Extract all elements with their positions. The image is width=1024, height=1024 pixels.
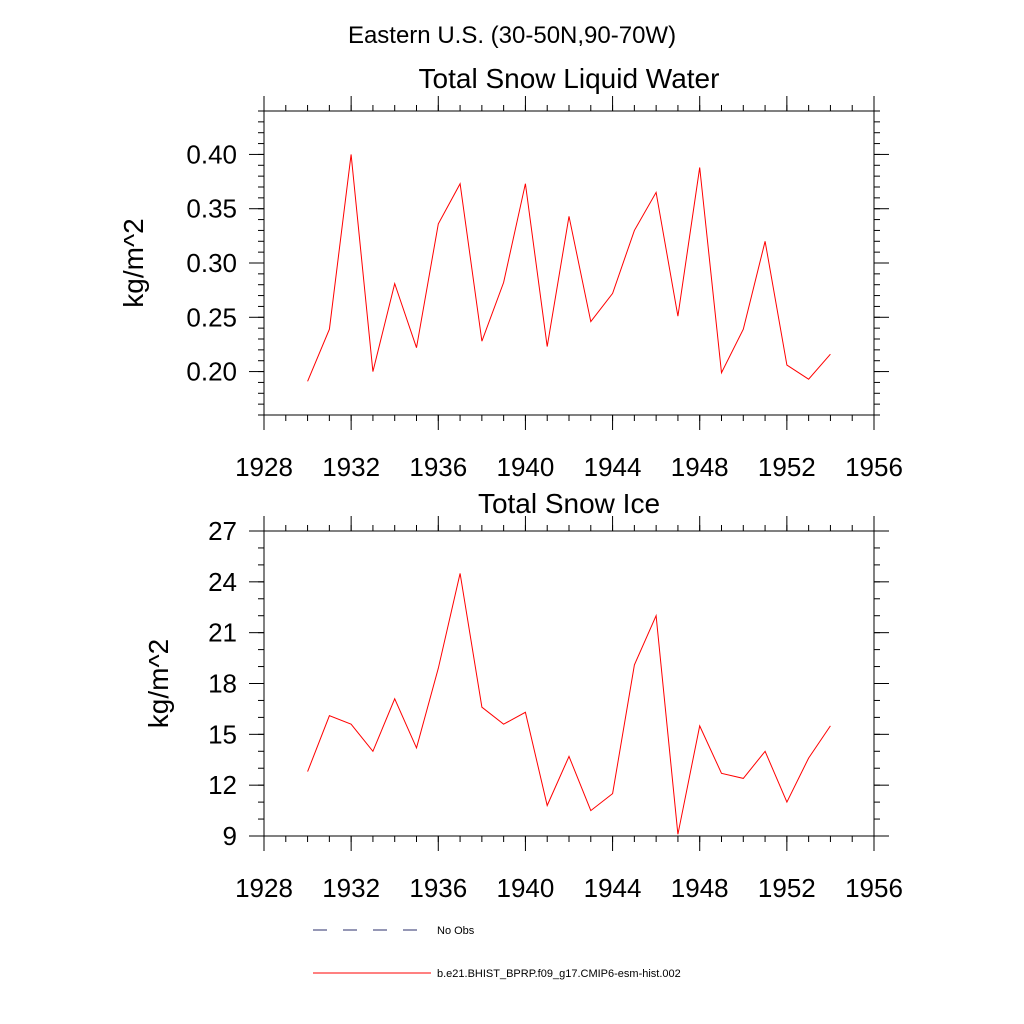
x-tick-label: 1936 <box>409 873 467 903</box>
x-tick-label: 1956 <box>845 452 903 482</box>
x-tick-label: 1932 <box>322 452 380 482</box>
y-tick-label: 12 <box>208 770 237 800</box>
y-tick-label: 15 <box>208 719 237 749</box>
y-axis-label: kg/m^2 <box>118 218 149 307</box>
figure-title: Eastern U.S. (30-50N,90-70W) <box>348 22 676 49</box>
chart-title: Total Snow Ice <box>478 488 660 519</box>
y-tick-label: 27 <box>208 516 237 546</box>
plot-frame <box>263 530 875 837</box>
x-tick-label: 1952 <box>758 873 816 903</box>
y-tick-label: 0.35 <box>186 194 237 224</box>
chart-title: Total Snow Liquid Water <box>419 63 720 94</box>
y-tick-label: 0.40 <box>186 139 237 169</box>
plot-frame <box>263 110 875 416</box>
series-line <box>307 573 831 835</box>
series-line <box>307 154 831 382</box>
y-tick-label: 0.20 <box>186 357 237 387</box>
x-tick-label: 1940 <box>497 452 555 482</box>
panel-total-snow-liquid-water: Total Snow Liquid Water 1928 1932 1936 1940 1… <box>118 63 903 482</box>
y-tick-label: 9 <box>223 821 237 851</box>
y-tick-label: 0.25 <box>186 302 237 332</box>
y-tick-label: 18 <box>208 669 237 699</box>
y-tick-label: 21 <box>208 618 237 648</box>
x-tick-label: 1956 <box>845 873 903 903</box>
x-tick-label: 1928 <box>235 873 293 903</box>
y-tick-label: 24 <box>208 567 237 597</box>
x-tick-label: 1952 <box>758 452 816 482</box>
x-tick-label: 1948 <box>671 873 729 903</box>
legend: No Obs b.e21.BHIST_BPRP.f09_g17.CMIP6-es… <box>313 925 681 980</box>
x-tick-label: 1932 <box>322 873 380 903</box>
x-tick-label: 1940 <box>497 873 555 903</box>
legend-model-label: b.e21.BHIST_BPRP.f09_g17.CMIP6-esm-hist.… <box>437 968 681 980</box>
x-tick-label: 1944 <box>584 873 642 903</box>
y-tick-label: 0.30 <box>186 248 237 278</box>
x-tick-label: 1936 <box>409 452 467 482</box>
x-tick-label: 1928 <box>235 452 293 482</box>
y-axis-label: kg/m^2 <box>143 639 174 728</box>
legend-obs-label: No Obs <box>437 925 475 937</box>
x-tick-label: 1944 <box>584 452 642 482</box>
panel-total-snow-ice: Total Snow Ice 1928 1932 1936 1940 1944 1948 19… <box>143 488 903 903</box>
x-tick-label: 1948 <box>671 452 729 482</box>
